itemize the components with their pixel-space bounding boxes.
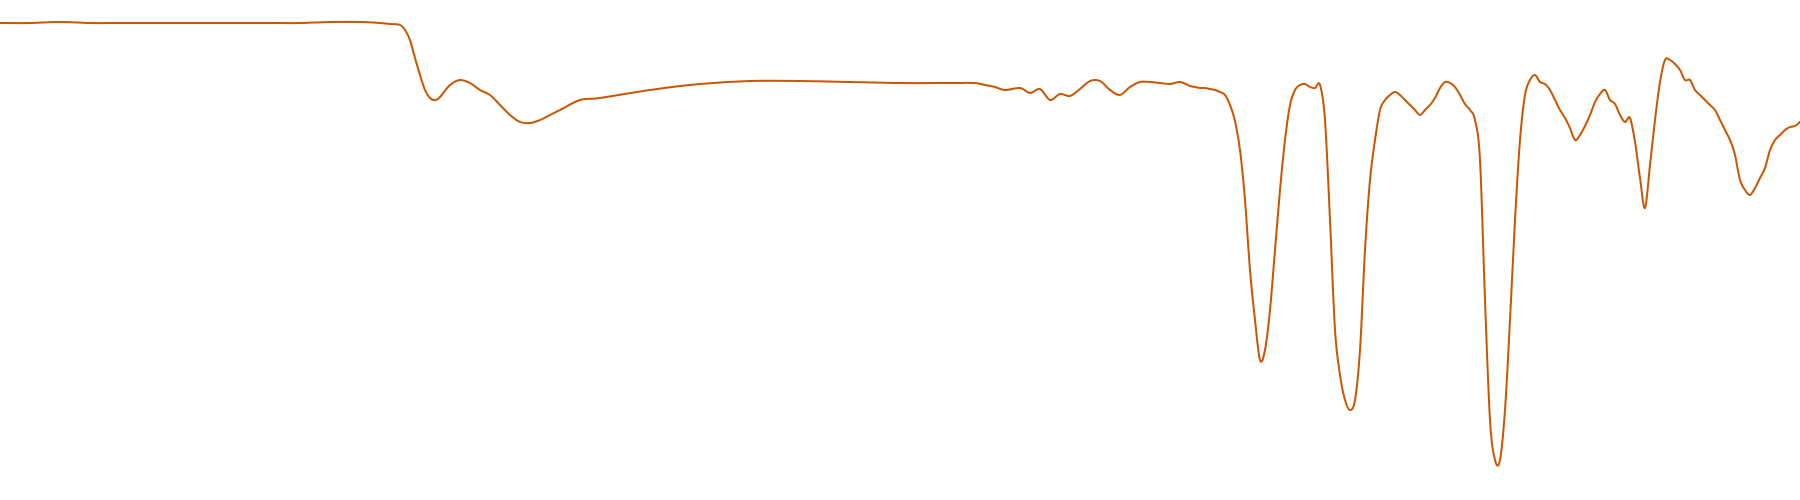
plot-area: [0, 20, 1800, 467]
series-line-0: [0, 20, 1800, 467]
